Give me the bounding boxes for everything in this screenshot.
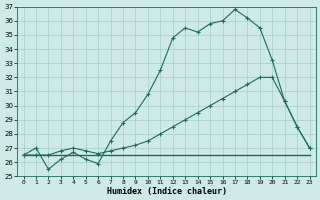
X-axis label: Humidex (Indice chaleur): Humidex (Indice chaleur): [107, 187, 227, 196]
